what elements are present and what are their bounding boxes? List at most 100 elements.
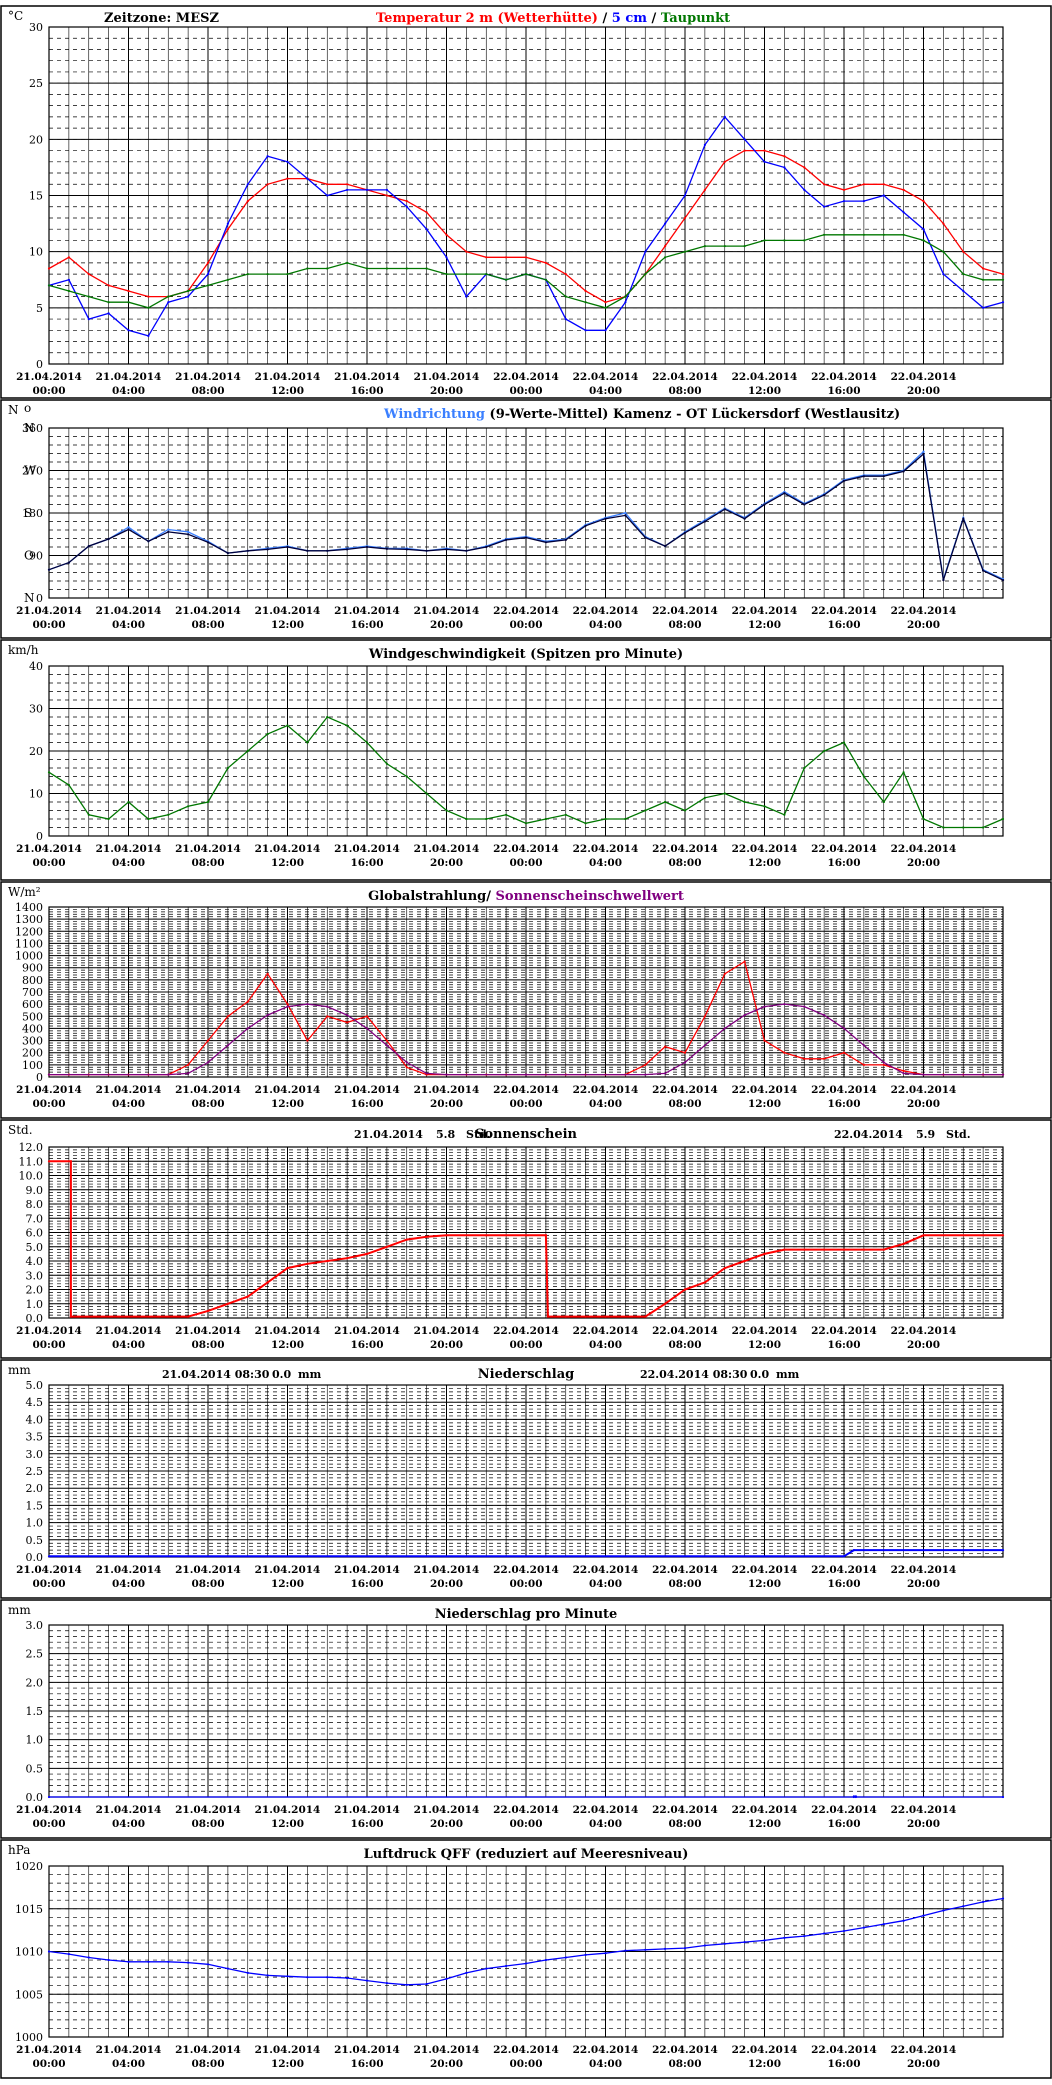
x-tick-time: 04:00 [112,1098,145,1110]
data-point [942,579,945,582]
summary-date: 21.04.2014 [354,1128,423,1141]
x-tick-date: 22.04.2014 [573,605,639,617]
data-point [902,233,905,236]
unit-suffix: o [24,401,31,415]
data-point [405,548,408,551]
data-point [206,261,210,264]
data-point [644,250,647,253]
x-tick-time: 00:00 [509,2058,542,2070]
x-tick-date: 21.04.2014 [414,371,480,383]
title-part: Windrichtung [383,407,485,422]
data-point [385,188,388,191]
x-tick-date: 21.04.2014 [16,1804,82,1816]
data-point [206,1963,210,1966]
data-point [425,792,428,795]
data-point [405,775,408,778]
data-point [862,233,866,236]
data-point [842,188,846,191]
data-point [703,143,707,146]
data-point [902,188,905,191]
data-point [69,1315,72,1318]
data-point [723,1267,726,1270]
data-point [107,284,110,287]
data-point [385,1245,388,1248]
data-point [683,1061,687,1064]
data-point [982,569,985,572]
data-point [703,1015,707,1018]
data-point [962,289,965,293]
x-tick-date: 21.04.2014 [334,371,400,383]
x-tick-time: 16:00 [350,619,383,631]
data-point [47,771,51,774]
x-tick-date: 21.04.2014 [255,1084,321,1096]
x-tick-date: 21.04.2014 [16,371,82,383]
data-point [167,813,170,816]
data-point [206,1039,210,1042]
x-tick-date: 21.04.2014 [334,1325,400,1337]
data-point [664,545,667,548]
data-point [107,301,110,304]
data-point [664,1947,667,1950]
data-point [127,289,130,293]
plot-border [48,665,1004,837]
data-point [246,1971,249,1974]
y-tick-label: 900 [22,962,43,975]
data-point [226,1044,229,1047]
x-tick-date: 22.04.2014 [732,2044,798,2056]
data-point [743,149,746,152]
data-point [962,826,965,829]
y-tick-label: 500 [22,1010,43,1023]
y-tick-label: 5.0 [26,1241,44,1254]
data-point [206,800,210,804]
data-point [862,183,866,186]
y-tick-label: 25 [29,77,43,90]
data-point [783,1003,786,1006]
data-point [47,568,51,571]
series-line-sonnenschein [49,1160,1003,1318]
x-tick-time: 00:00 [509,857,542,869]
data-point [644,1073,647,1076]
x-tick-time: 16:00 [827,857,860,869]
data-point [763,149,766,152]
x-tick-time: 00:00 [509,1818,542,1830]
x-tick-date: 21.04.2014 [414,843,480,855]
data-point [902,1069,905,1072]
x-tick-time: 12:00 [271,1578,304,1590]
y-tick-label: 1005 [15,1988,43,2001]
data-point [107,1958,110,1962]
x-tick-date: 21.04.2014 [334,1084,400,1096]
data-point [902,771,905,774]
x-tick-date: 22.04.2014 [891,371,957,383]
data-point [683,216,687,220]
x-tick-time: 12:00 [748,1818,781,1830]
x-tick-date: 21.04.2014 [96,1325,162,1337]
summary-date: 22.04.2014 08:30 [640,1368,748,1381]
x-tick-date: 21.04.2014 [334,1804,400,1816]
unit-label: mm [8,1603,31,1617]
data-point [644,1948,647,1951]
data-point [485,1967,488,1970]
data-point [922,1073,925,1076]
x-tick-date: 22.04.2014 [652,371,718,383]
data-point [982,826,985,829]
y-tick-label: 20 [29,745,43,758]
chart-title: Globalstrahlung/ Sonnenscheinschwellwert [368,889,684,904]
x-tick-date: 22.04.2014 [811,371,877,383]
data-point [346,183,349,186]
x-tick-time: 16:00 [350,857,383,869]
data-point [723,508,726,511]
data-point [87,318,90,321]
data-point [425,549,428,552]
x-tick-date: 21.04.2014 [16,2044,82,2056]
x-tick-date: 22.04.2014 [652,1564,718,1576]
x-tick-time: 16:00 [350,2058,383,2070]
x-tick-time: 12:00 [271,1098,304,1110]
y-tick-label: 3.0 [26,1269,44,1282]
x-tick-time: 04:00 [112,2058,145,2070]
data-point [306,1003,309,1006]
data-point [922,239,925,242]
data-point [683,194,687,197]
y-tick-label: 400 [22,1022,43,1035]
data-point [266,972,269,975]
data-point [346,548,349,551]
